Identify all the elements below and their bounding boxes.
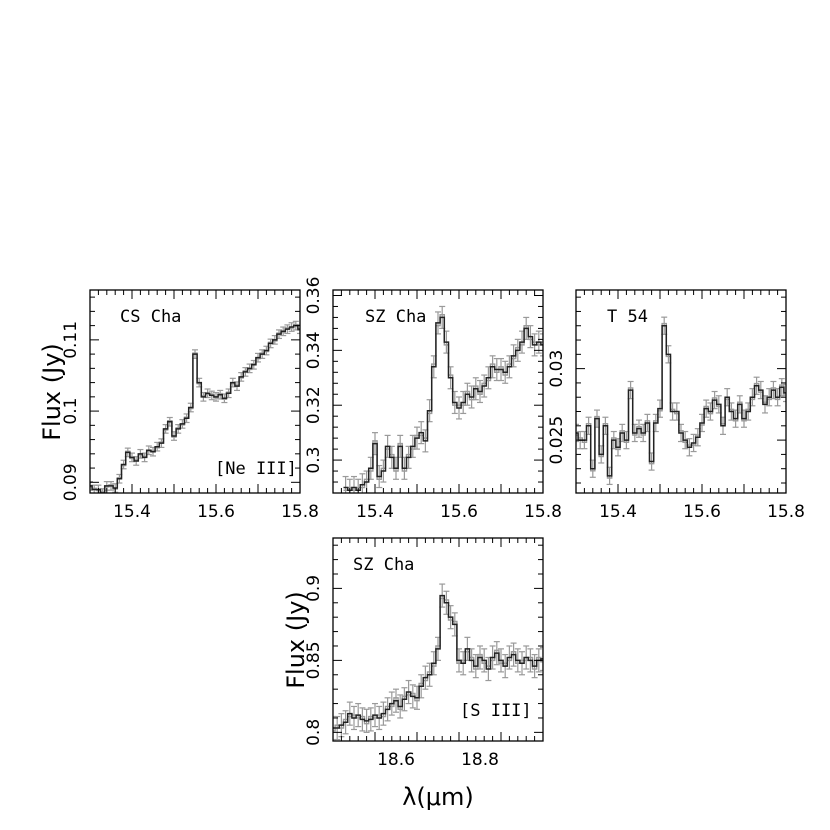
x-tick-label: 15.4 <box>113 502 151 522</box>
x-tick-label: 18.8 <box>461 750 499 770</box>
x-tick-label: 15.8 <box>767 502 805 522</box>
x-tick-label: 18.6 <box>377 750 415 770</box>
plot-frame <box>89 289 301 494</box>
x-tick-label: 15.6 <box>683 502 721 522</box>
x-tick-label: 15.8 <box>524 502 562 522</box>
y-tick-label: 0.03 <box>547 350 567 388</box>
line-annotation: [Ne III] <box>215 459 297 479</box>
x-tick-label: 15.4 <box>599 502 637 522</box>
y-tick-label: 0.36 <box>304 277 324 315</box>
x-tick-label: 15.6 <box>197 502 235 522</box>
y-tick-label: 0.85 <box>304 641 324 679</box>
x-axis-label: λ(μm) <box>402 783 474 811</box>
y-tick-label: 0.9 <box>304 575 324 602</box>
panel-title: T 54 <box>607 307 648 327</box>
plot-frame <box>575 289 787 494</box>
plot-area <box>333 583 543 741</box>
y-tick-label: 0.3 <box>304 447 324 474</box>
panel-title: CS Cha <box>120 307 181 327</box>
plot-area <box>342 305 543 493</box>
x-tick-label: 15.8 <box>281 502 319 522</box>
panel-cs-cha: 15.4 15.6 15.8 0.09 0.1 0.11 CS Cha [Ne III] <box>61 289 319 522</box>
y-tick-label: 0.09 <box>61 463 81 501</box>
panel-sz-cha-ne: 15.4 15.6 15.8 0.3 0.32 0.34 0.36 SZ Cha <box>304 277 562 522</box>
y-tick-label: 0.1 <box>61 398 81 425</box>
plot-frame <box>332 289 544 494</box>
panel-title: SZ Cha <box>353 555 414 575</box>
y-tick-label: 0.11 <box>61 321 81 359</box>
y-axis-label-top: Flux (Jy) <box>38 343 66 441</box>
y-axis-label-bottom: Flux (Jy) <box>282 591 310 689</box>
y-tick-label: 0.34 <box>304 331 324 369</box>
x-tick-label: 15.6 <box>440 502 478 522</box>
series-data-step <box>576 324 786 477</box>
plot-frame <box>332 537 544 742</box>
panel-t54: 15.4 15.6 15.8 0.025 0.03 T 54 <box>547 289 805 522</box>
y-tick-label: 0.8 <box>304 719 324 746</box>
y-tick-label: 0.025 <box>547 416 567 465</box>
series-data-step <box>333 594 543 729</box>
plot-area <box>576 316 786 486</box>
line-annotation: [S III] <box>460 701 532 721</box>
x-tick-label: 15.4 <box>356 502 394 522</box>
y-tick-label: 0.32 <box>304 386 324 424</box>
series-data-step <box>90 324 300 493</box>
series-model-step <box>576 322 786 479</box>
series-data-step <box>343 316 543 492</box>
panel-title: SZ Cha <box>365 307 426 327</box>
panel-sz-cha-s: 18.6 18.8 0.8 0.85 0.9 SZ Cha [S III] <box>304 537 544 770</box>
